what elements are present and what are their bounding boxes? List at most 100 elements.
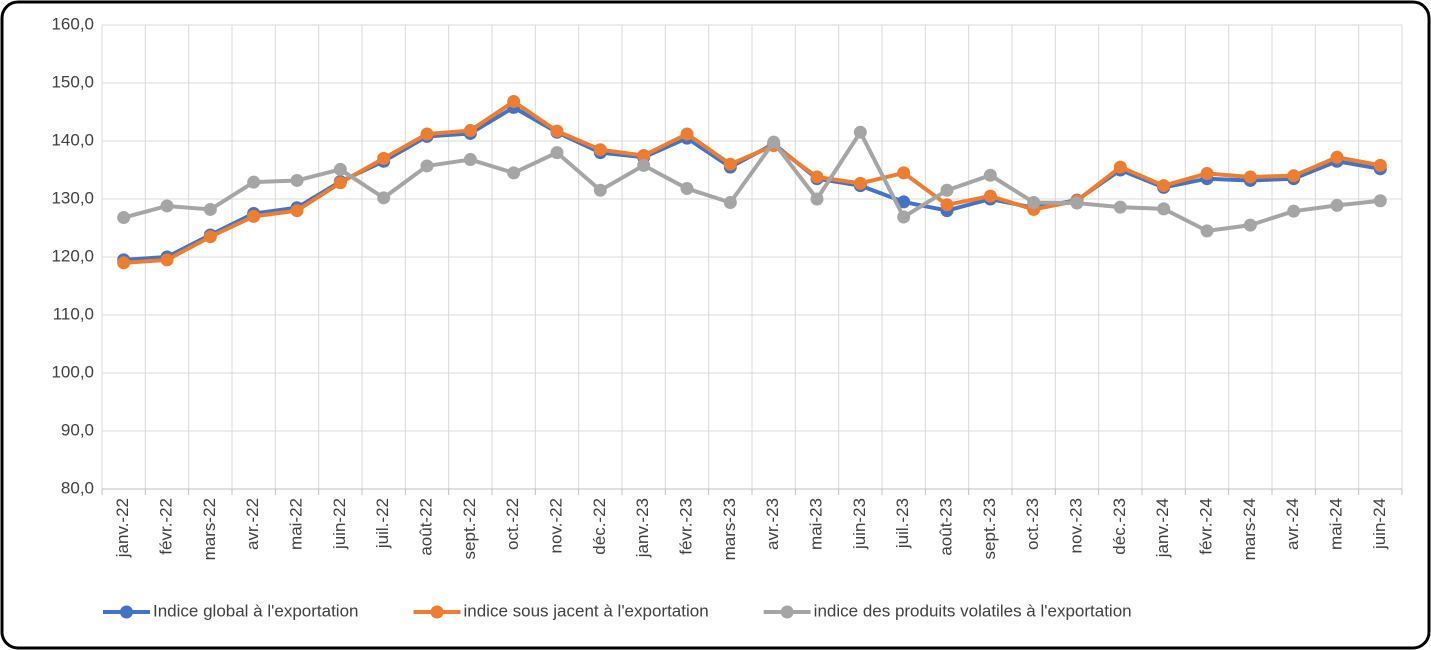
data-point [247, 175, 261, 189]
x-tick-label: avr.-24 [1283, 498, 1302, 550]
data-point [507, 166, 521, 180]
x-tick-label: oct.-22 [503, 498, 522, 550]
data-point [1200, 224, 1214, 238]
data-point [637, 158, 651, 172]
data-point [160, 253, 174, 267]
x-tick-label: juin-24 [1370, 498, 1389, 550]
x-tick-label: juil.-22 [373, 498, 392, 549]
data-point [203, 202, 217, 216]
y-tick-label: 160,0 [51, 14, 94, 33]
data-point [290, 173, 304, 187]
legend-label: Indice global à l'exportation [153, 601, 359, 620]
x-tick-label: mars-22 [200, 498, 219, 560]
series-line [123, 130, 1381, 233]
data-point [940, 183, 954, 197]
data-point [1027, 195, 1041, 209]
data-point [767, 135, 781, 149]
x-tick-label: mars-23 [720, 498, 739, 560]
x-tick-label: avr.-22 [243, 498, 262, 550]
data-point [1070, 196, 1084, 210]
data-point [1113, 200, 1127, 214]
data-point [160, 199, 174, 213]
data-point [1330, 198, 1344, 212]
x-tick-label: mai-24 [1326, 498, 1345, 550]
x-tick-label: août-22 [416, 498, 435, 556]
x-tick-label: mars-24 [1240, 498, 1259, 560]
data-point [897, 166, 911, 180]
y-tick-label: 110,0 [53, 304, 94, 323]
y-tick-label: 90,0 [61, 420, 94, 439]
data-point [1373, 194, 1387, 208]
x-tick-label: févr.-24 [1196, 498, 1215, 555]
data-point [1157, 202, 1171, 216]
data-point [1287, 204, 1301, 218]
data-point [247, 209, 261, 223]
data-point [117, 211, 131, 225]
legend-marker [780, 605, 794, 619]
x-tick-label: juin-23 [850, 498, 869, 550]
x-tick-label: juil.-23 [893, 498, 912, 549]
data-point [1287, 169, 1301, 183]
y-tick-label: 140,0 [51, 130, 94, 149]
data-point [680, 127, 694, 141]
data-point [333, 176, 347, 190]
data-point [550, 124, 564, 138]
x-tick-label: déc.-23 [1110, 498, 1129, 555]
x-tick-label: mai-22 [286, 498, 305, 550]
data-point [810, 192, 824, 206]
data-point [593, 183, 607, 197]
data-point [637, 149, 651, 162]
legend-label: indice des produits volatiles à l'export… [814, 601, 1132, 620]
data-point [1243, 218, 1257, 232]
x-tick-label: mai-23 [806, 498, 825, 550]
data-point [463, 124, 477, 138]
data-point [377, 151, 391, 165]
data-point [853, 125, 867, 139]
x-tick-label: sept.-22 [460, 498, 479, 559]
data-point [550, 146, 564, 160]
legend-label: indice sous jacent à l'exportation [464, 601, 709, 620]
y-tick-label: 80,0 [61, 478, 94, 497]
x-tick-label: déc.-22 [590, 498, 609, 555]
data-point [810, 170, 824, 184]
x-tick-label: juin-22 [330, 498, 349, 550]
data-point [940, 198, 954, 212]
data-point [1200, 166, 1214, 180]
data-point [1243, 170, 1257, 184]
data-point [203, 230, 217, 244]
y-tick-label: 130,0 [51, 188, 94, 207]
x-tick-label: févr.-22 [156, 498, 175, 555]
y-tick-label: 150,0 [51, 72, 94, 91]
x-tick-label: janv.-22 [113, 498, 132, 558]
data-point [377, 191, 391, 205]
legend-marker [430, 605, 444, 619]
data-point [723, 195, 737, 209]
data-point [897, 195, 911, 209]
y-tick-label: 100,0 [51, 362, 94, 381]
data-point [507, 95, 521, 109]
x-tick-label: août-23 [936, 498, 955, 556]
x-tick-label: févr.-23 [676, 498, 695, 555]
data-point [593, 143, 607, 157]
data-point [420, 159, 434, 173]
data-point [723, 157, 737, 171]
data-point [1330, 150, 1344, 164]
legend-marker [120, 605, 133, 619]
series-line [123, 99, 1381, 265]
data-point [1157, 179, 1171, 193]
x-tick-label: oct.-23 [1023, 498, 1042, 550]
data-point [117, 256, 131, 270]
data-point [420, 127, 434, 141]
data-point [983, 168, 997, 182]
x-tick-label: nov.-22 [546, 498, 565, 553]
data-point [333, 162, 347, 176]
data-point [983, 189, 997, 203]
y-tick-label: 120,0 [51, 246, 94, 265]
data-point [290, 204, 304, 218]
data-point [463, 153, 477, 167]
x-tick-label: janv.-23 [633, 498, 652, 558]
data-point [897, 210, 911, 224]
data-point [1373, 158, 1387, 172]
